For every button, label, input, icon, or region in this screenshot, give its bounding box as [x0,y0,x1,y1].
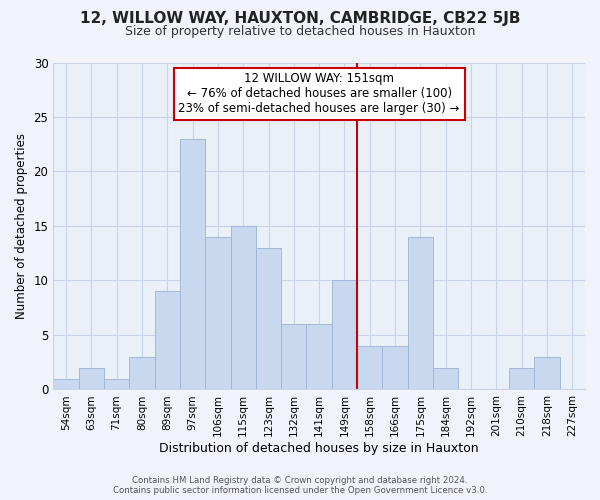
Text: 12 WILLOW WAY: 151sqm
← 76% of detached houses are smaller (100)
23% of semi-det: 12 WILLOW WAY: 151sqm ← 76% of detached … [178,72,460,116]
Bar [155,292,180,390]
Bar [307,324,332,390]
Bar [382,346,408,390]
X-axis label: Distribution of detached houses by size in Hauxton: Distribution of detached houses by size … [160,442,479,455]
Bar [357,346,382,390]
Bar [53,378,79,390]
Text: Contains HM Land Registry data © Crown copyright and database right 2024.
Contai: Contains HM Land Registry data © Crown c… [113,476,487,495]
Bar [535,357,560,390]
Bar [408,237,433,390]
Y-axis label: Number of detached properties: Number of detached properties [15,133,28,319]
Bar [79,368,104,390]
Text: 12, WILLOW WAY, HAUXTON, CAMBRIDGE, CB22 5JB: 12, WILLOW WAY, HAUXTON, CAMBRIDGE, CB22… [80,11,520,26]
Text: Size of property relative to detached houses in Hauxton: Size of property relative to detached ho… [125,25,475,38]
Bar [509,368,535,390]
Bar [129,357,155,390]
Bar [205,237,230,390]
Bar [230,226,256,390]
Bar [256,248,281,390]
Bar [104,378,129,390]
Bar [332,280,357,390]
Bar [433,368,458,390]
Bar [180,139,205,390]
Bar [281,324,307,390]
